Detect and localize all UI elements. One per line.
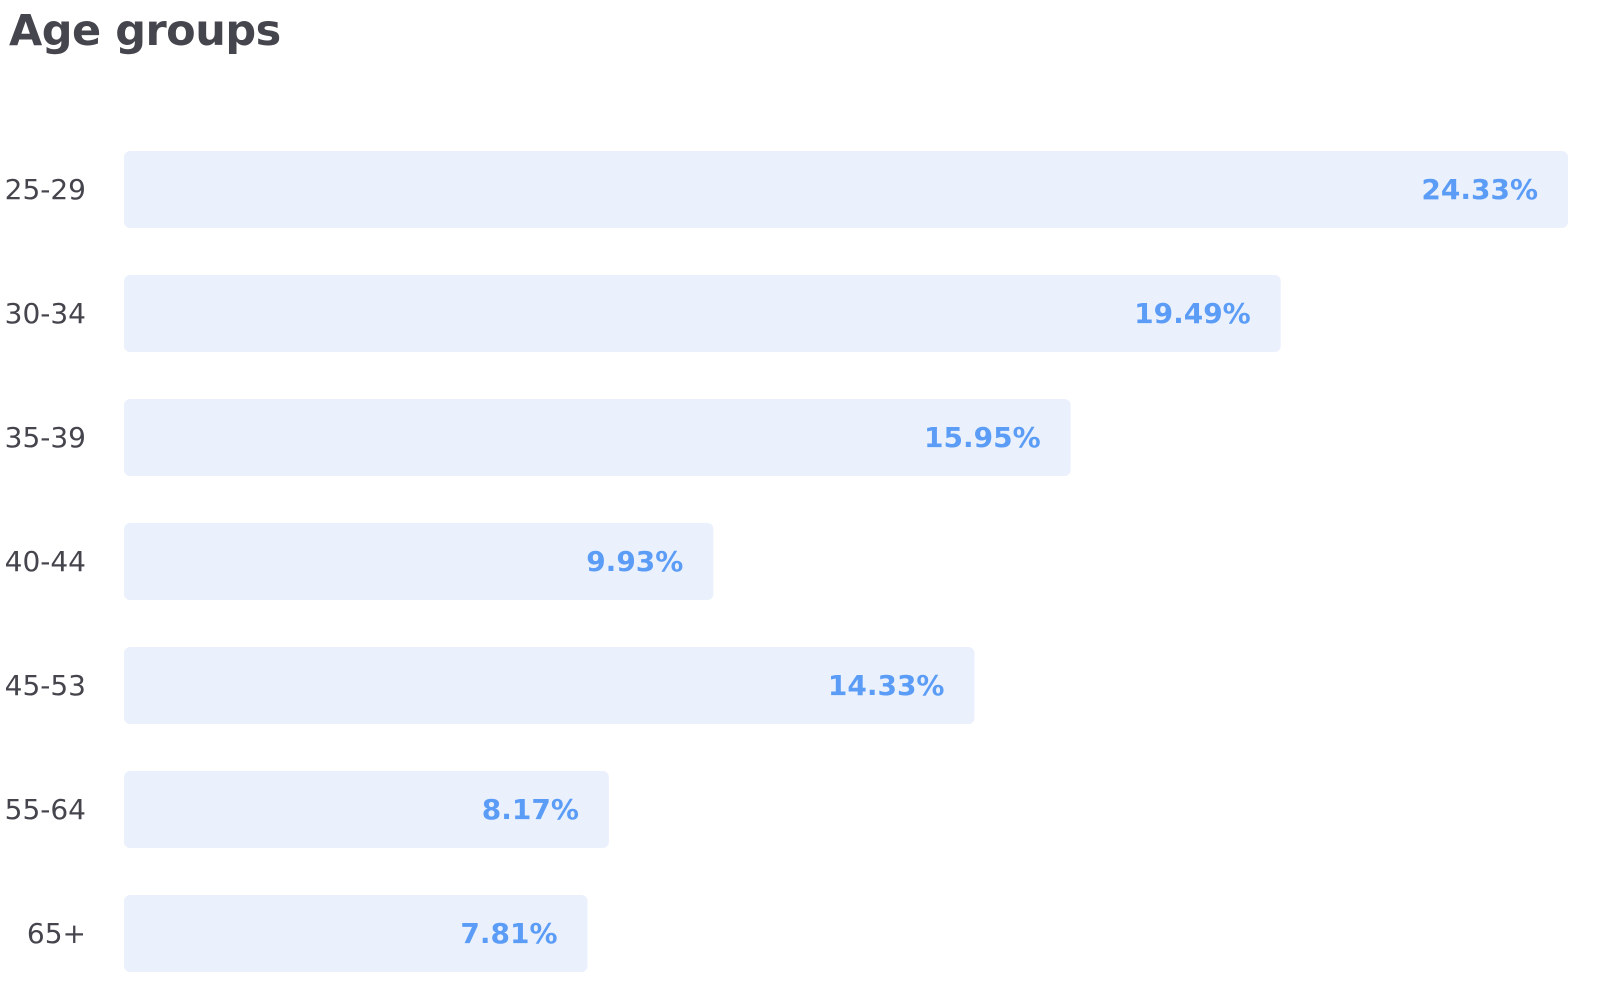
bar-25-29 bbox=[124, 151, 1568, 228]
value-label: 24.33% bbox=[1421, 173, 1538, 206]
bar-65+ bbox=[124, 895, 588, 972]
category-label: 30-34 bbox=[5, 297, 86, 330]
bar-30-34 bbox=[124, 275, 1281, 352]
chart-title: Age groups bbox=[9, 6, 281, 56]
category-label: 40-44 bbox=[5, 545, 86, 578]
bar-45-53 bbox=[124, 647, 975, 724]
value-label: 9.93% bbox=[586, 545, 683, 578]
category-label: 45-53 bbox=[5, 669, 86, 702]
value-label: 8.17% bbox=[482, 793, 579, 826]
bars-group bbox=[124, 151, 1568, 972]
bar-35-39 bbox=[124, 399, 1071, 476]
category-label: 65+ bbox=[27, 917, 86, 950]
category-label: 25-29 bbox=[5, 173, 86, 206]
value-label: 15.95% bbox=[924, 421, 1041, 454]
value-label: 7.81% bbox=[460, 917, 557, 950]
category-labels-group: 25-29 30-34 35-39 40-44 45-53 55-64 65+ bbox=[5, 173, 86, 950]
value-label: 19.49% bbox=[1134, 297, 1251, 330]
bar-55-64 bbox=[124, 771, 609, 848]
value-labels-group: 24.33% 19.49% 15.95% 9.93% 14.33% 8.17% 7.81% bbox=[460, 173, 1538, 950]
category-label: 55-64 bbox=[5, 793, 86, 826]
bar-40-44 bbox=[124, 523, 714, 600]
category-label: 35-39 bbox=[5, 421, 86, 454]
value-label: 14.33% bbox=[828, 669, 945, 702]
